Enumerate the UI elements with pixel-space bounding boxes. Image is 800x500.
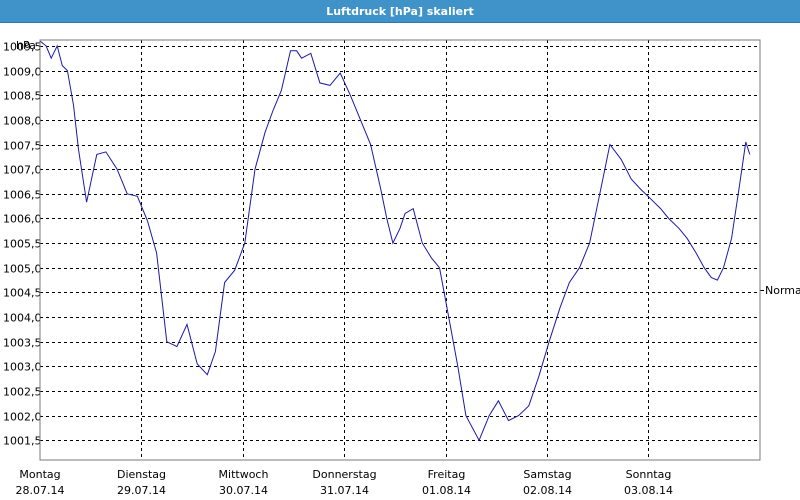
normal-reference-marker: Normal	[760, 284, 800, 297]
x-tick-date: 30.07.14	[219, 484, 268, 497]
chart-title: Luftdruck [hPa] skaliert	[0, 0, 800, 23]
y-tick-labels: 1009,5 1009,0 1008,5 1008,0 1007,5 1007,0 1006…	[3, 41, 42, 448]
y-tick-label: 1008,5	[3, 90, 42, 103]
x-tick-day: Sonntag	[626, 468, 672, 481]
x-tick-day: Mittwoch	[219, 468, 269, 481]
y-tick-label: 1007,5	[3, 140, 42, 153]
grid-lines	[40, 40, 760, 460]
y-tick-label: 1009,5	[3, 41, 42, 54]
y-tick-label: 1009,0	[3, 66, 42, 79]
x-tick-date: 03.08.14	[624, 484, 673, 497]
plot-area	[40, 40, 760, 460]
y-tick-label: 1003,0	[3, 361, 42, 374]
x-tick-date: 29.07.14	[117, 484, 166, 497]
x-tick-date: 02.08.14	[523, 484, 572, 497]
x-tick-date: 28.07.14	[16, 484, 65, 497]
x-tick-day: Samstag	[523, 468, 571, 481]
y-tick-label: 1002,0	[3, 411, 42, 424]
y-tick-label: 1005,5	[3, 238, 42, 251]
y-axis-unit: hPa	[16, 39, 36, 52]
y-tick-label: 1006,5	[3, 189, 42, 202]
y-tick-label: 1005,0	[3, 263, 42, 276]
y-tick-label: 1003,5	[3, 337, 42, 350]
plot-border	[39, 39, 761, 461]
x-tick-date: 01.08.14	[422, 484, 471, 497]
x-tick-day: Dienstag	[117, 468, 166, 481]
y-tick-label: 1004,5	[3, 287, 42, 300]
y-tick-label: 1001,5	[3, 435, 42, 448]
y-tick-label: 1004,0	[3, 312, 42, 325]
x-tick-date: 31.07.14	[320, 484, 369, 497]
y-tick-label: 1007,0	[3, 164, 42, 177]
x-tick-day: Freitag	[428, 468, 466, 481]
normal-label: Normal	[765, 284, 800, 297]
y-tick-label: 1008,0	[3, 115, 42, 128]
pressure-line	[39, 40, 751, 442]
x-tick-day: Montag	[19, 468, 60, 481]
x-tick-day: Donnerstag	[312, 468, 376, 481]
x-tick-labels: Montag 28.07.14 Dienstag 29.07.14 Mittwoch 30…	[16, 468, 673, 497]
y-tick-label: 1006,0	[3, 213, 42, 226]
y-tick-label: 1002,5	[3, 386, 42, 399]
